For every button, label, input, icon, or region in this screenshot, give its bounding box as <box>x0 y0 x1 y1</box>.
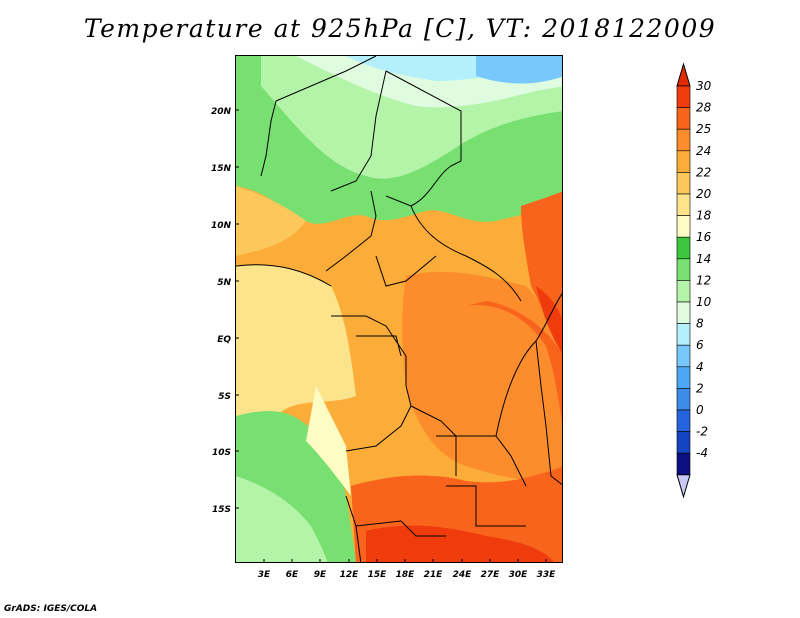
colorbar-arrow-bottom <box>676 474 691 499</box>
colorbar-swatch <box>676 172 691 195</box>
lat-label: 10N <box>211 221 232 231</box>
lon-label: 18E <box>396 570 416 580</box>
colorbar-swatch <box>676 128 691 152</box>
lon-label: 3E <box>258 570 271 580</box>
temperature-map <box>235 55 563 563</box>
chart-title: Temperature at 925hPa [C], VT: 201812200… <box>83 14 717 43</box>
grads-credit: GrADS: IGES/COLA <box>4 604 98 614</box>
lon-label: 24E <box>453 570 473 580</box>
colorbar-label: 30 <box>696 79 712 93</box>
colorbar-swatch <box>676 215 691 238</box>
colorbar-swatch <box>676 366 691 389</box>
colorbar-swatch <box>676 388 691 411</box>
lat-label: 5S <box>218 392 231 402</box>
colorbar-swatch <box>676 301 691 324</box>
colorbar-swatch <box>676 323 691 346</box>
lon-label: 9E <box>314 570 327 580</box>
colorbar-swatch <box>676 258 691 281</box>
colorbar-swatch <box>676 85 691 108</box>
colorbar-swatch <box>676 409 691 432</box>
colorbar-label: 20 <box>696 187 712 201</box>
colorbar-label: 8 <box>696 317 704 331</box>
colorbar-swatch <box>676 280 691 303</box>
colorbar-label: 22 <box>696 165 711 179</box>
lat-label: EQ <box>217 335 231 345</box>
lat-label: 15S <box>212 505 231 515</box>
colorbar-label: 12 <box>696 273 711 287</box>
lon-label: 30E <box>509 570 529 580</box>
lon-label: 15E <box>368 570 388 580</box>
colorbar-label: 2 <box>696 381 704 395</box>
lon-label: 21E <box>424 570 444 580</box>
colorbar-swatch <box>676 452 691 476</box>
colorbar-swatch <box>676 236 691 260</box>
colorbar-swatch <box>676 107 691 130</box>
colorbar-label: 10 <box>696 295 712 309</box>
colorbar-label: 18 <box>696 209 712 223</box>
colorbar-label: 14 <box>696 252 711 266</box>
lat-label: 15N <box>211 164 232 174</box>
lat-label: 20N <box>211 107 232 117</box>
colorbar-label: 25 <box>696 122 711 136</box>
colorbar-swatch <box>676 344 691 368</box>
lon-label: 33E <box>537 570 557 580</box>
lon-label: 27E <box>481 570 501 580</box>
colorbar-label: 6 <box>696 338 704 352</box>
colorbar-label: 24 <box>696 144 711 158</box>
lat-label: 5N <box>217 278 231 288</box>
colorbar-swatch <box>676 150 691 173</box>
colorbar-label: -2 <box>696 425 708 439</box>
colorbar-arrow-top <box>676 62 691 87</box>
colorbar-label: 4 <box>696 360 704 374</box>
lat-label: 10S <box>212 448 231 458</box>
colorbar-label: 28 <box>696 101 712 115</box>
colorbar-label: 16 <box>696 230 712 244</box>
lon-label: 12E <box>340 570 360 580</box>
colorbar-swatch <box>676 431 691 454</box>
lon-label: 6E <box>286 570 299 580</box>
temperature-field <box>236 56 562 562</box>
colorbar-label: 0 <box>696 403 704 417</box>
colorbar-label: -4 <box>696 446 708 460</box>
colorbar-swatch <box>676 193 691 216</box>
